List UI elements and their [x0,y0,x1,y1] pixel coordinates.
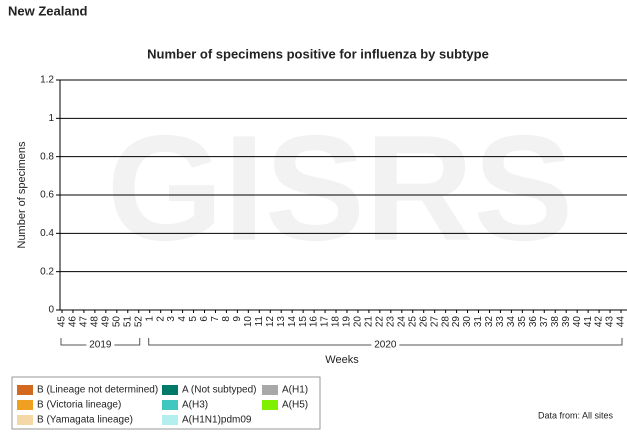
legend-swatch [162,415,178,425]
x-tick-label: 51 [122,316,133,328]
x-tick-label: 4 [177,316,188,322]
x-tick-label: 14 [287,316,298,328]
y-axis-label: Number of specimens [16,141,28,248]
legend-label: A(H1N1)pdm09 [182,415,252,426]
legend-swatch [17,385,33,395]
page-header: New Zealand [8,3,88,18]
x-tick-label: 38 [550,316,561,328]
x-tick-label: 45 [57,316,68,328]
x-tick-label: 15 [298,316,309,328]
x-tick-label: 17 [320,316,331,328]
legend-swatch [162,385,178,395]
x-tick-label: 42 [594,316,605,328]
year-label-bg [86,339,115,351]
x-tick-label: 47 [79,316,90,328]
x-tick-label: 23 [385,316,396,328]
x-tick-label: 52 [133,316,144,328]
x-tick-label: 29 [451,316,462,328]
y-tick-label: 0.8 [40,151,54,162]
x-axis-label: Weeks [325,354,359,366]
x-tick-label: 9 [232,316,243,322]
x-tick-label: 20 [353,316,364,328]
legend-swatch [262,385,278,395]
x-tick-label: 50 [111,316,122,328]
x-tick-label: 49 [100,316,111,328]
y-tick-label: 1 [48,113,54,124]
x-tick-label: 2 [155,316,166,322]
x-tick-label: 5 [188,316,199,322]
x-tick-label: 35 [517,316,528,328]
x-tick-label: 33 [495,316,506,328]
x-tick-label: 8 [221,316,232,322]
x-tick-label: 10 [243,316,254,328]
y-tick-label: 0.2 [40,266,54,277]
x-tick-label: 24 [396,316,407,328]
y-tick-label: 0.4 [40,228,54,239]
legend-label: B (Victoria lineage) [37,400,121,411]
x-tick-label: 18 [331,316,342,328]
x-tick-label: 16 [309,316,320,328]
legend-label: B (Yamagata lineage) [37,415,133,426]
legend-swatch [162,400,178,410]
legend-swatch [262,400,278,410]
x-tick-label: 25 [407,316,418,328]
y-tick-label: 0 [48,305,54,316]
x-tick-label: 39 [561,316,572,328]
legend-label: B (Lineage not determined) [37,385,158,396]
x-tick-label: 41 [583,316,594,328]
x-tick-label: 1 [144,316,155,322]
x-tick-label: 19 [342,316,353,328]
year-label: 2019 [89,340,112,351]
watermark: GISRS [107,104,574,272]
y-tick-label: 1.2 [40,75,54,86]
year-label: 2020 [374,340,397,351]
legend-swatch [17,400,33,410]
x-tick-label: 34 [506,316,517,328]
x-tick-label: 36 [528,316,539,328]
source-note: Data from: All sites [538,410,614,420]
x-tick-label: 13 [276,316,287,328]
x-tick-label: 26 [418,316,429,328]
x-tick-label: 7 [210,316,221,322]
legend-label: A(H5) [282,400,308,411]
x-tick-label: 21 [364,316,375,328]
x-tick-label: 40 [572,316,583,328]
x-tick-label: 44 [616,316,627,328]
x-tick-label: 28 [440,316,451,328]
x-tick-label: 32 [484,316,495,328]
x-tick-label: 22 [375,316,386,328]
x-tick-label: 6 [199,316,210,322]
x-tick-label: 43 [605,316,616,328]
legend-box [11,376,321,430]
x-tick-label: 3 [166,316,177,322]
legend-swatch [17,415,33,425]
x-tick-label: 31 [473,316,484,328]
x-tick-label: 37 [539,316,550,328]
legend-label: A(H1) [282,385,308,396]
y-tick-label: 0.6 [40,190,54,201]
x-tick-label: 12 [265,316,276,328]
x-tick-label: 27 [429,316,440,328]
x-tick-label: 48 [90,316,101,328]
legend-label: A(H3) [182,400,208,411]
year-label-bg [371,339,400,351]
legend-label: A (Not subtyped) [182,385,256,396]
x-tick-label: 11 [254,316,265,327]
chart-title: Number of specimens positive for influen… [147,46,489,61]
x-tick-label: 30 [462,316,473,328]
x-tick-label: 46 [68,316,79,328]
